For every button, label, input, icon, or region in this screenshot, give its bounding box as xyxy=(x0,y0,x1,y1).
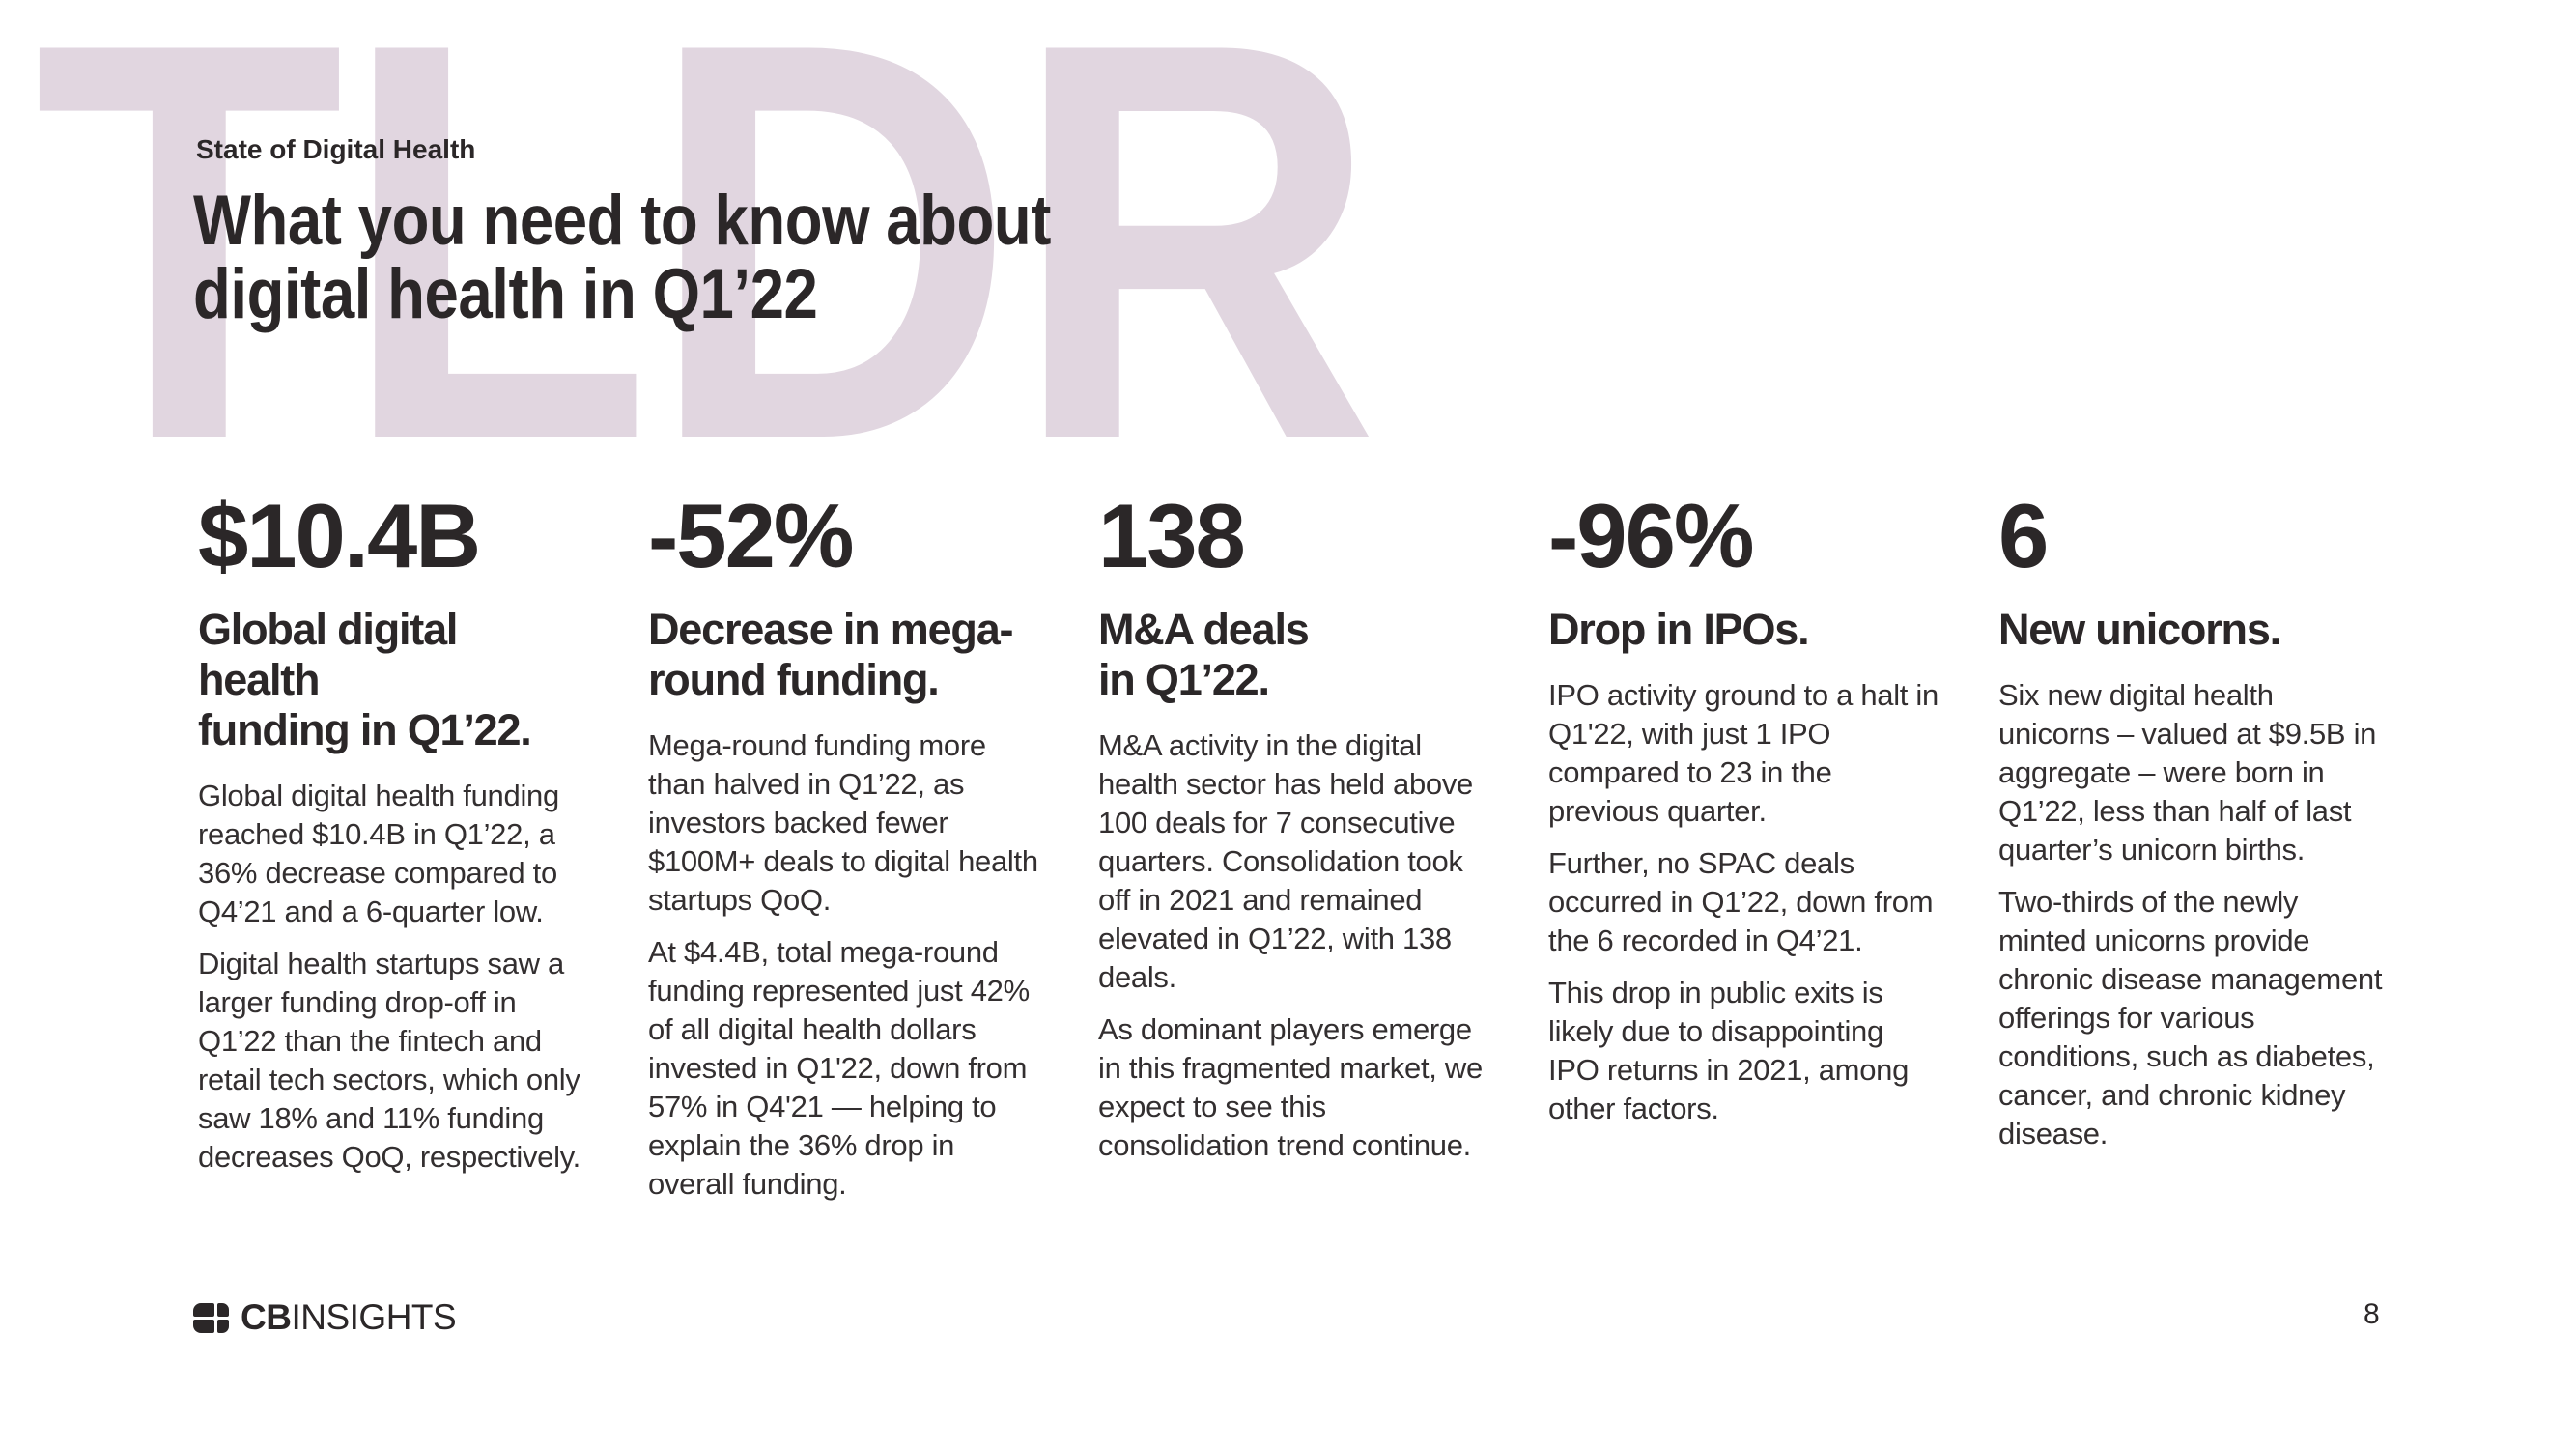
logo-mark-cell xyxy=(193,1303,214,1317)
stat-body: Global digital health funding reached $1… xyxy=(198,777,588,1177)
stat-value: -52% xyxy=(648,485,854,586)
stat-column-mega-rounds: -52% Decrease in mega- round funding. Me… xyxy=(648,491,1038,1204)
stat-body: M&A activity in the digital health secto… xyxy=(1098,726,1488,1165)
wordmark-insights: INSIGHTS xyxy=(291,1297,457,1337)
page-number: 8 xyxy=(2364,1298,2380,1330)
stat-column-paragraph: As dominant players emerge in this fragm… xyxy=(1098,1012,1483,1162)
tldr-backdrop-word: TLDR xyxy=(34,0,1379,556)
stat-body: IPO activity ground to a halt in Q1'22, … xyxy=(1548,676,1939,1128)
wordmark-cb: CB xyxy=(241,1297,292,1337)
stat-column-paragraph: Mega-round funding more than halved in Q… xyxy=(648,728,1038,917)
stat-column-paragraph: Two-thirds of the newly minted unicorns … xyxy=(1998,885,2383,1151)
logo-mark-cell xyxy=(193,1320,214,1333)
stat-column-paragraph: This drop in public exits is likely due … xyxy=(1548,976,1910,1125)
report-eyebrow: State of Digital Health xyxy=(196,134,476,164)
cbinsights-wordmark: CBINSIGHTS xyxy=(241,1299,457,1335)
stat-body: Mega-round funding more than halved in Q… xyxy=(648,726,1038,1204)
logo-mark-cell xyxy=(217,1320,229,1333)
cbinsights-logo: CBINSIGHTS xyxy=(193,1299,457,1335)
stat-column-paragraph: IPO activity ground to a halt in Q1'22, … xyxy=(1548,678,1939,828)
stat-column-paragraph: Further, no SPAC deals occurred in Q1’22… xyxy=(1548,846,1934,957)
stat-heading: Drop in IPOs. xyxy=(1548,605,1810,654)
stat-column-ma-deals: 138 M&A deals in Q1’22. M&A activity in … xyxy=(1098,491,1488,1204)
stat-heading: New unicorns. xyxy=(1998,605,2281,654)
stat-value: $10.4B xyxy=(198,485,481,586)
stat-column-ipos: -96% Drop in IPOs. IPO activity ground t… xyxy=(1548,491,1939,1204)
stat-column-paragraph: Global digital health funding reached $1… xyxy=(198,779,559,928)
stat-columns: $10.4B Global digital health funding in … xyxy=(198,491,2389,1204)
stat-heading: Global digital health funding in Q1’22. xyxy=(198,605,532,754)
stat-column-unicorns: 6 New unicorns. Six new digital health u… xyxy=(1998,491,2389,1204)
stat-column-paragraph: Digital health startups saw a larger fun… xyxy=(198,947,580,1174)
stat-column-funding: $10.4B Global digital health funding in … xyxy=(198,491,588,1204)
stat-body: Six new digital health unicorns – valued… xyxy=(1998,676,2389,1153)
stat-column-paragraph: Six new digital health unicorns – valued… xyxy=(1998,678,2377,867)
stat-value: -96% xyxy=(1548,485,1754,586)
stat-heading: M&A deals in Q1’22. xyxy=(1098,605,1310,704)
stat-heading: Decrease in mega- round funding. xyxy=(648,605,1014,704)
cbinsights-logo-icon xyxy=(193,1303,229,1333)
stat-column-paragraph: At $4.4B, total mega-round funding repre… xyxy=(648,935,1030,1201)
stat-value: 138 xyxy=(1098,485,1246,586)
stat-value: 6 xyxy=(1998,485,2049,586)
page-title: What you need to know about digital heal… xyxy=(193,182,1051,333)
stat-column-paragraph: M&A activity in the digital health secto… xyxy=(1098,728,1473,994)
logo-mark-cell xyxy=(217,1303,229,1317)
